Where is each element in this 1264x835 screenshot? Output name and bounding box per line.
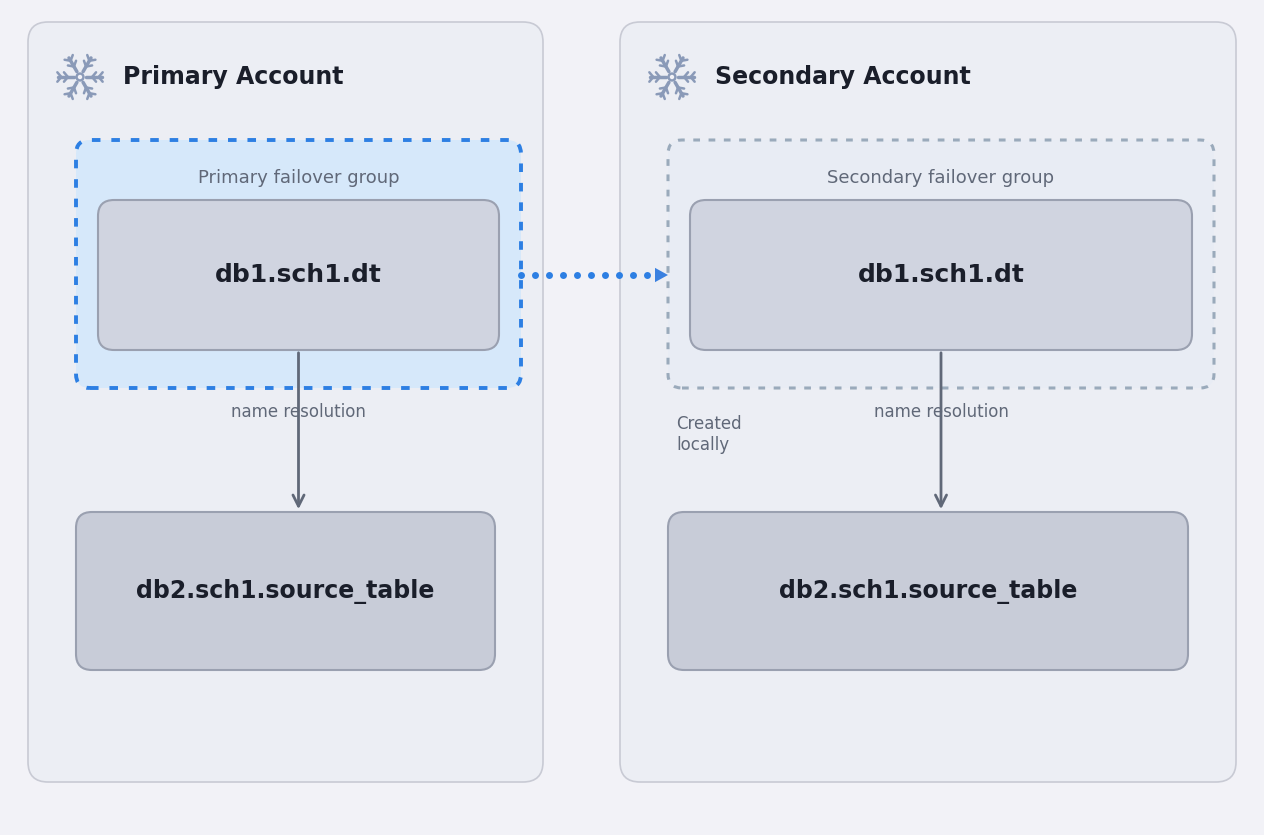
Text: db1.sch1.dt: db1.sch1.dt (215, 263, 382, 287)
Text: db2.sch1.source_table: db2.sch1.source_table (779, 579, 1077, 604)
Circle shape (78, 75, 82, 79)
FancyBboxPatch shape (99, 200, 499, 350)
FancyBboxPatch shape (76, 140, 521, 388)
Circle shape (76, 73, 83, 81)
Polygon shape (655, 268, 667, 282)
Text: Secondary Account: Secondary Account (715, 65, 971, 89)
FancyBboxPatch shape (667, 140, 1213, 388)
FancyBboxPatch shape (667, 512, 1188, 670)
Circle shape (670, 75, 674, 79)
Text: db1.sch1.dt: db1.sch1.dt (857, 263, 1024, 287)
FancyBboxPatch shape (28, 22, 544, 782)
FancyBboxPatch shape (690, 200, 1192, 350)
Text: db2.sch1.source_table: db2.sch1.source_table (137, 579, 435, 604)
Text: Primary Account: Primary Account (123, 65, 344, 89)
Text: Primary failover group: Primary failover group (197, 169, 399, 187)
Text: name resolution: name resolution (231, 402, 367, 421)
Text: name resolution: name resolution (873, 402, 1009, 421)
Text: Created
locally: Created locally (676, 415, 742, 453)
FancyBboxPatch shape (76, 512, 495, 670)
Circle shape (669, 73, 676, 81)
FancyBboxPatch shape (621, 22, 1236, 782)
Text: Secondary failover group: Secondary failover group (828, 169, 1054, 187)
